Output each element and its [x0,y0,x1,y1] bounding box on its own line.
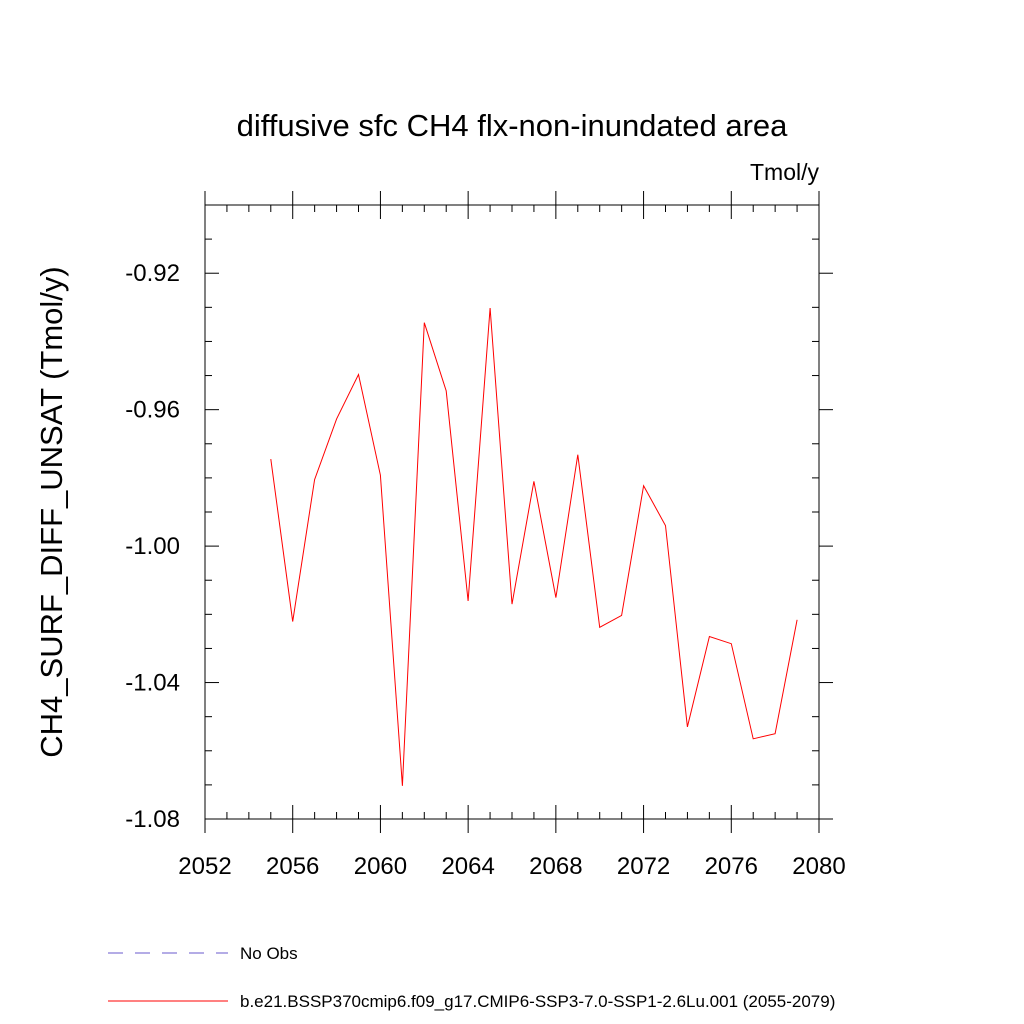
legend-label-series: b.e21.BSSP370cmip6.f09_g17.CMIP6-SSP3-7.… [240,992,835,1011]
x-axis-ticks: 2052 2056 2060 2064 2068 2072 2076 2080 [178,191,846,880]
plot-frame [204,204,820,820]
legend-label-no-obs: No Obs [240,944,298,963]
x-tick-label: 2076 [705,853,758,880]
units-label: Tmol/y [750,159,820,185]
y-tick-label: -1.04 [125,670,180,697]
series-layer [270,307,798,786]
series-line [270,307,798,786]
x-tick-label: 2072 [617,853,670,880]
y-tick-label: -1.08 [125,806,180,833]
y-axis-label: CH4_SURF_DIFF_UNSAT (Tmol/y) [34,266,69,757]
x-tick-label: 2052 [178,853,231,880]
y-tick-label: -0.96 [125,397,180,424]
x-tick-label: 2060 [354,853,407,880]
legend: No Obs b.e21.BSSP370cmip6.f09_g17.CMIP6-… [108,944,835,1011]
x-tick-label: 2080 [792,853,845,880]
x-tick-label: 2064 [441,853,494,880]
y-tick-label: -0.92 [125,260,180,287]
x-tick-label: 2056 [266,853,319,880]
y-axis-ticks: -1.08 -1.04 -1.00 -0.96 -0.92 [125,204,833,833]
y-tick-label: -1.00 [125,533,180,560]
x-tick-label: 2068 [529,853,582,880]
chart-title: diffusive sfc CH4 flx-non-inundated area [237,108,789,143]
